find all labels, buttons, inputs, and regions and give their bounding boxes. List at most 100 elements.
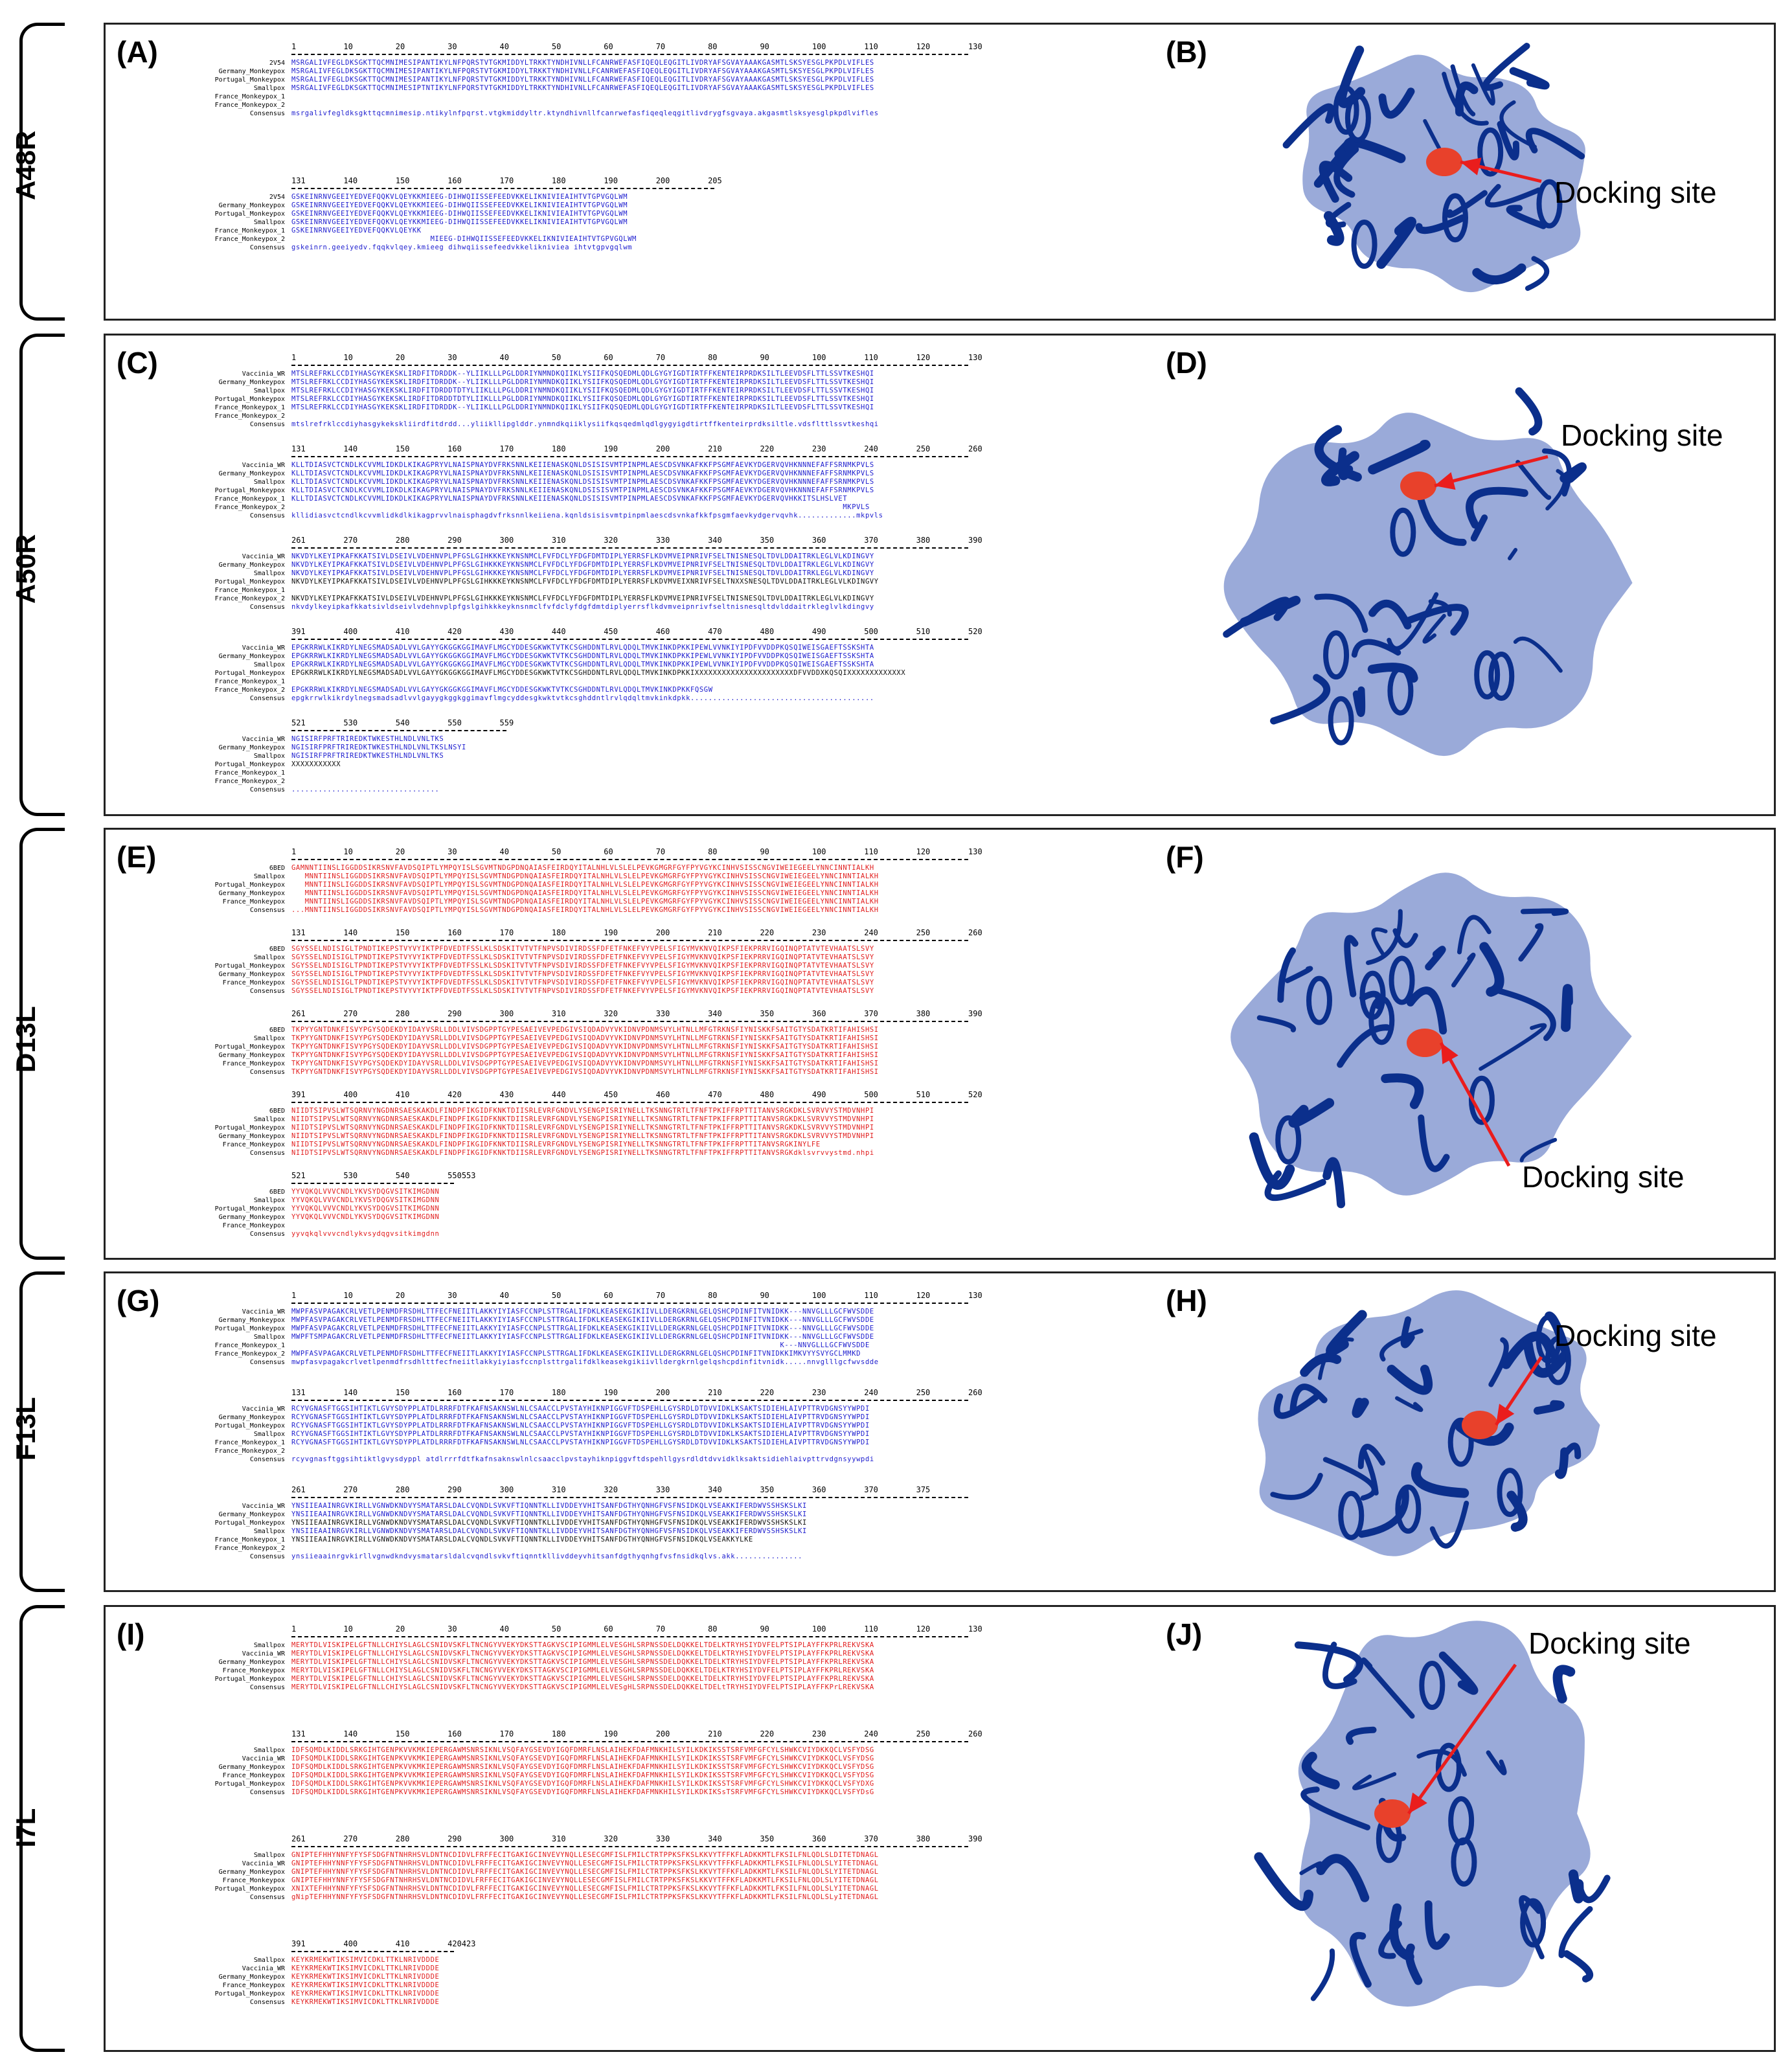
- alignment-row: Smallpox YYVQKQLVVVCNDLYKVSYDQGVSITKIMGDN…: [149, 1196, 984, 1205]
- sequence-name: Consensus: [249, 421, 285, 428]
- sequence-residues: NGISIRFPRFTRIREDKTWKESTHLNDLVNLTKS: [291, 735, 444, 743]
- ruler-tick-label: 220: [760, 1388, 775, 1397]
- alignment-row: Portugal_Monkeypox KEYKRMEKWTIKSIMVICDKLT…: [149, 1990, 984, 1998]
- ruler-tick-label: 320: [604, 536, 618, 545]
- sequence-name: Germany_Monkeypox: [218, 1659, 285, 1666]
- alignment-block: 1 10 20 30 40 50 60 70 80 90 100 110 120 130 2V54 MSRGA…: [149, 42, 984, 118]
- ruler-tick-label: 310: [551, 1485, 566, 1494]
- sequence-residues: MSRGALIVFEGLDKSGKTTQCMNIMESIPANTIKYLNFPQ…: [291, 67, 874, 75]
- sequence-residues: GSKEINRNVGEEIYEDVEFQQKVLQEYKKMIEEG-DIHWQ…: [291, 210, 628, 218]
- alignment-row: Vaccinia_WR MERYTDLVISKIPELGFTNLLCHIYSLAG…: [149, 1650, 984, 1658]
- ruler-tick-label: 50: [551, 1624, 561, 1634]
- ruler-tick-label: 20: [395, 1624, 405, 1634]
- sequence-residues: GSKEINRNVGEEIYEDVEFQQKVLQEYKKMIEEG-DIHWQ…: [291, 218, 628, 226]
- ruler-tick-label: 340: [708, 1485, 722, 1494]
- ruler-tick-label: 10: [343, 42, 353, 51]
- sequence-residues: IDFSQMDLKIDDLSRKGIHTGENPKVVKMKIEPERGAWMS…: [291, 1763, 874, 1771]
- ruler-tick-label: 180: [551, 444, 566, 453]
- position-ruler: 261 270 280 290 300 310 320 330 340 350 360 370 380 3…: [291, 1834, 984, 1846]
- alignment-row: Smallpox NIIDTSIPVSLWTSQRNVYNGDNRSAESKAKD…: [149, 1115, 984, 1124]
- ruler-tick-label: 430: [499, 1090, 514, 1099]
- ruler-tick-label: 120: [916, 1291, 931, 1300]
- sequence-name: France_Monkeypox_1: [214, 93, 285, 100]
- gene-label: D13L: [10, 1005, 41, 1073]
- sequence-name: Smallpox: [253, 1116, 285, 1123]
- alignment-row: Smallpox GNIPTEFHHYNNFYFYSFSDGFNTNHRHSVLD…: [149, 1851, 984, 1860]
- ruler-tick-label: 240: [864, 1388, 878, 1397]
- ruler-tick-label: 90: [760, 42, 769, 51]
- ruler-tick-label: 280: [395, 1485, 410, 1494]
- ruler-tick-label: 130: [968, 1291, 982, 1300]
- alignment-row: Portugal_Monkeypox MERYTDLVISKIPELGFTNLLC…: [149, 1675, 984, 1683]
- sequence-name: Consensus: [249, 1553, 285, 1560]
- sequence-name: France_Monkeypox_1: [214, 1342, 285, 1349]
- sequence-name: Vaccinia_WR: [242, 1965, 285, 1972]
- sequence-residues: NGISIRFPRFTRIREDKTWKESTHLNDLVNLTKS: [291, 752, 444, 760]
- ruler-tick-label: 90: [760, 847, 769, 856]
- ruler-tick-label: 120: [916, 353, 931, 362]
- sequence-name: Portugal_Monkeypox: [214, 1043, 285, 1051]
- ruler-tick-label: 440: [551, 627, 566, 636]
- alignment-row: Consensus IDFSQMDLKIDDLSRKGIHTGENPKVVKMKI…: [149, 1788, 984, 1797]
- sequence-residues: RCYVGNASFTGGSIHTIKTLGVYSDYPPLATDLRRRFDTF…: [291, 1422, 870, 1429]
- sequence-residues: IDFSQMDLKIDDLSRKGIHTGENPKVVKMKIEPERGAWMS…: [291, 1755, 874, 1762]
- panel-label-left: (A): [117, 35, 158, 69]
- docking-site-label: Docking site: [1561, 418, 1723, 452]
- ruler-line: [291, 859, 968, 861]
- ruler-tick-label: 120: [916, 847, 931, 856]
- alignment-row: Germany_Monkeypox MERYTDLVISKIPELGFTNLLCH…: [149, 1658, 984, 1667]
- ruler-tick-label: 140: [343, 1388, 358, 1397]
- panel-bracket: [19, 23, 65, 321]
- ruler-tick-label: 130: [968, 1624, 982, 1634]
- position-ruler: 131 140 150 160 170 180 190 200 210 220 230 240 250 2…: [291, 1729, 984, 1741]
- alignment-row: France_Monkeypox_1 RCYVGNASFTGGSIHTIKTLGV…: [149, 1439, 984, 1447]
- alignment-row: France_Monkeypox NIIDTSIPVSLWTSQRNVYNGDNR…: [149, 1141, 984, 1149]
- alignment-block: 131 140 150 160 170 180 190 200 210 220 230 240 250 2…: [149, 1729, 984, 1797]
- alignment-row: Smallpox SGYSSELNDISIGLTPNDTIKEPSTVYVYIKT…: [149, 953, 984, 962]
- gene-label: I7L: [10, 1808, 41, 1848]
- sequence-name: Portugal_Monkeypox: [214, 1205, 285, 1213]
- position-ruler: 1 10 20 30 40 50 60 70 80 90 100 110 120 130: [291, 1291, 984, 1303]
- ruler-tick-label: 300: [499, 1834, 514, 1843]
- alignment-row: Consensus NIIDTSIPVSLWTSQRNVYNGDNRSAESKAK…: [149, 1149, 984, 1157]
- ruler-tick-label: 360: [811, 1009, 826, 1018]
- sequence-residues: MERYTDLVISKIPELGFTNLLCHIYSLAGLCSNIDVSKFL…: [291, 1650, 874, 1657]
- ruler-tick-label: 160: [448, 1729, 462, 1738]
- sequence-residues: MWPFASVPAGAKCRLVETLPENMDFRSDHLTTFECFNEII…: [291, 1308, 874, 1315]
- ruler-tick-label: 261: [291, 536, 306, 545]
- ruler-line: [291, 639, 968, 641]
- sequence-residues: MWPFASVPAGAKCRLVETLPENMDFRSDHLTTFECFNEII…: [291, 1350, 861, 1358]
- alignment-row: Vaccinia_WR YNSIIEAAINRGVKIRLLVGNWDKNDVYS…: [149, 1502, 984, 1510]
- ruler-tick-label: 131: [291, 444, 306, 453]
- ruler-tick-label: 350: [760, 1834, 775, 1843]
- sequence-name: France_Monkeypox_2: [214, 595, 285, 602]
- sequence-name: Germany_Monkeypox: [218, 562, 285, 569]
- sequence-residues: NKVDYLKEYIPKAFKKATSIVLDSEIVLVDEHNVPLPFGS…: [291, 578, 879, 586]
- sequence-residues: RCYVGNASFTGGSIHTIKTLGVYSDYPPLATDLRRRFDTF…: [291, 1439, 870, 1446]
- ruler-tick-label: 240: [864, 444, 878, 453]
- sequence-name: Germany_Monkeypox: [218, 1511, 285, 1518]
- alignment-row: Smallpox RCYVGNASFTGGSIHTIKTLGVYSDYPPLATD…: [149, 1430, 984, 1439]
- ruler-tick-label: 480: [760, 1090, 775, 1099]
- ruler-tick-label: 340: [708, 1834, 722, 1843]
- alignment-row: Portugal_Monkeypox EPGKRRWLKIKRDYLNEGSMAD…: [149, 669, 984, 678]
- ruler-tick-label: 60: [604, 42, 613, 51]
- sequence-residues: GSKEINRNVGEEIYEDVEFQQKVLQEYKKMIEEG-DIHWQ…: [291, 201, 628, 209]
- ruler-tick-label: 120: [916, 1624, 931, 1634]
- sequence-residues: NGISIRFPRFTRIREDKTWKESTHLNDLVNLTKSLNSYI: [291, 744, 466, 751]
- sequence-residues: EPGKRRWLKIKRDYLNEGSMADSADLVVLGAYYGKGGKGG…: [291, 661, 874, 668]
- ruler-tick-label: 190: [604, 1729, 618, 1738]
- sequence-name: Vaccinia_WR: [242, 553, 285, 560]
- sequence-name: Germany_Monkeypox: [218, 202, 285, 209]
- sequence-residues: IDFSQMDLKIDDLSRKGIHTGENPKVVKMKIEPERGAWMS…: [291, 1746, 874, 1754]
- sequence-residues: TKPYYGNTDNKFISVYPGYSQDEKDYIDAYVSRLLDDLVI…: [291, 1043, 879, 1051]
- position-ruler: 131 140 150 160 170 180 190 200 210 220 230 240 250 2…: [291, 1388, 984, 1400]
- sequence-residues: GSKEINRNVGEEIYEDVEFQQKVLQEYKKMIEEG-DIHWQ…: [291, 193, 628, 201]
- ruler-tick-label: 190: [604, 444, 618, 453]
- alignment-row: France_Monkeypox_1: [149, 93, 984, 101]
- ruler-tick-label: 131: [291, 928, 306, 937]
- ruler-tick-label: 170: [499, 1729, 514, 1738]
- sequence-residues: SGYSSELNDISIGLTPNDTIKEPSTVYVYIKTPFDVEDTF…: [291, 970, 874, 978]
- ruler-tick-label: 250: [916, 928, 931, 937]
- ruler-tick-label: 60: [604, 847, 613, 856]
